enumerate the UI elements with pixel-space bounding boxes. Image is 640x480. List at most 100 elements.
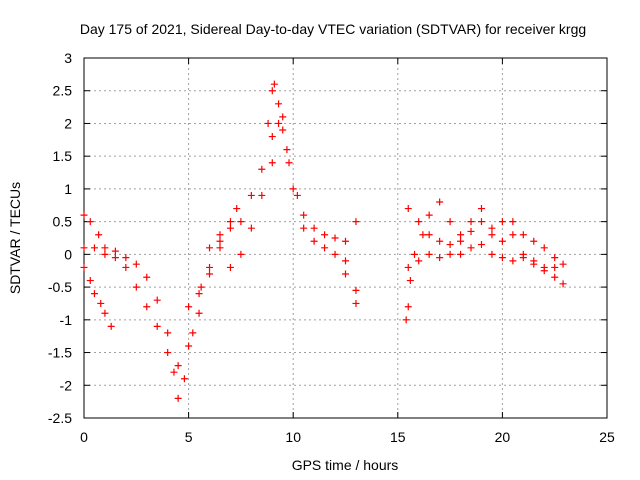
data-point — [342, 237, 349, 245]
data-point — [97, 299, 105, 307]
y-tick-label: 3 — [64, 50, 72, 66]
data-point — [402, 316, 410, 324]
data-point — [342, 257, 349, 265]
y-tick-label: -2.5 — [48, 410, 72, 426]
data-point — [268, 159, 276, 167]
series-6 — [402, 198, 567, 324]
data-point — [279, 126, 287, 134]
y-tick-label: -0.5 — [48, 279, 72, 295]
data-point — [300, 211, 308, 219]
series-3 — [80, 263, 115, 330]
data-point — [180, 375, 188, 383]
data-point — [101, 244, 109, 252]
y-tick-label: 1 — [64, 181, 72, 197]
data-point — [488, 231, 496, 239]
data-point — [411, 250, 419, 258]
data-point — [195, 309, 203, 317]
data-point — [80, 211, 88, 219]
data-point — [233, 205, 241, 213]
x-tick-label: 10 — [285, 429, 301, 445]
data-point — [185, 342, 193, 350]
data-point — [457, 250, 465, 258]
data-point — [185, 303, 193, 311]
data-point — [153, 322, 161, 330]
data-point — [530, 237, 538, 245]
data-point — [477, 241, 485, 249]
y-tick-label: 2 — [64, 115, 72, 131]
data-point — [321, 231, 329, 239]
data-point — [111, 247, 119, 255]
x-tick-labels: 0 5 10 15 20 25 — [80, 429, 615, 445]
data-point — [80, 263, 88, 271]
data-point — [540, 267, 548, 275]
data-point — [216, 237, 224, 245]
data-point — [551, 273, 559, 281]
data-point — [331, 250, 339, 258]
data-point — [342, 270, 349, 278]
data-point — [419, 231, 427, 239]
data-point — [285, 159, 293, 167]
data-point — [352, 286, 360, 294]
data-point — [498, 237, 506, 245]
data-point — [425, 231, 433, 239]
data-point — [310, 224, 318, 232]
data-point — [436, 198, 444, 206]
data-marks — [80, 80, 567, 402]
y-tick-label: -2 — [60, 377, 73, 393]
data-point — [446, 218, 454, 226]
x-tick-label: 0 — [80, 429, 88, 445]
data-point — [111, 254, 119, 262]
data-point — [467, 227, 475, 235]
data-point — [153, 296, 161, 304]
data-point — [264, 119, 272, 127]
data-point — [164, 349, 172, 357]
data-point — [289, 185, 297, 193]
data-point — [86, 277, 94, 285]
data-point — [206, 263, 214, 271]
series-1 — [80, 126, 360, 402]
y-tick-labels: -2.5 -2 -1.5 -1 -0.5 0 0.5 1 1.5 2 2.5 3 — [48, 50, 72, 426]
data-point — [436, 237, 444, 245]
data-point — [283, 146, 291, 154]
data-point — [488, 224, 496, 232]
data-point — [86, 218, 94, 226]
data-point — [300, 224, 308, 232]
data-point — [559, 260, 567, 268]
data-point — [352, 299, 360, 307]
data-point — [216, 244, 224, 252]
y-tick-label: 2.5 — [53, 83, 73, 99]
data-point — [415, 257, 423, 265]
data-point — [226, 224, 234, 232]
data-point — [331, 234, 339, 242]
data-point — [90, 290, 98, 298]
data-point — [189, 329, 197, 337]
data-point — [293, 191, 301, 199]
data-point — [247, 191, 255, 199]
plot-frame — [83, 57, 608, 419]
series-5 — [264, 80, 287, 127]
y-tick-label: 1.5 — [53, 148, 73, 164]
data-point — [425, 250, 433, 258]
data-point — [122, 263, 130, 271]
data-point — [101, 309, 109, 317]
data-point — [143, 273, 151, 281]
data-point — [321, 244, 329, 252]
data-point — [446, 250, 454, 258]
data-point — [226, 263, 234, 271]
series-9 — [342, 270, 412, 311]
data-point — [488, 250, 496, 258]
data-point — [80, 244, 88, 252]
data-point — [206, 270, 214, 278]
data-point — [216, 231, 224, 239]
data-point — [404, 205, 412, 213]
data-point — [519, 254, 527, 262]
data-point — [477, 218, 485, 226]
data-point — [446, 241, 454, 249]
data-point — [174, 362, 182, 370]
data-point — [132, 283, 140, 291]
data-point — [404, 303, 412, 311]
series-7 — [404, 241, 567, 275]
data-point — [498, 254, 506, 262]
